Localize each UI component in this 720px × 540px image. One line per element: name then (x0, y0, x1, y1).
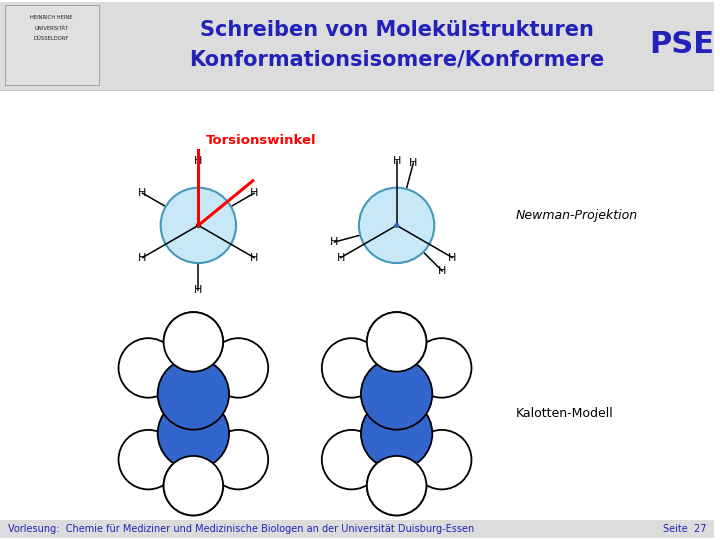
Text: Kalotten-Modell: Kalotten-Modell (516, 407, 613, 420)
Circle shape (158, 358, 229, 430)
Circle shape (196, 223, 201, 228)
Circle shape (367, 456, 426, 515)
Text: H: H (337, 253, 345, 262)
Circle shape (361, 398, 432, 469)
Circle shape (209, 338, 268, 397)
Circle shape (163, 312, 223, 372)
Circle shape (119, 338, 178, 397)
Text: DÜSSELDORF: DÜSSELDORF (34, 37, 69, 42)
Text: Seite  27: Seite 27 (662, 524, 706, 534)
Circle shape (412, 430, 472, 489)
Circle shape (367, 312, 426, 372)
Text: H: H (392, 156, 401, 166)
Text: H: H (250, 253, 258, 262)
FancyBboxPatch shape (5, 5, 99, 85)
Circle shape (367, 456, 426, 515)
Text: H: H (409, 158, 418, 168)
Text: Torsionswinkel: Torsionswinkel (206, 133, 317, 146)
Circle shape (163, 312, 223, 372)
Circle shape (163, 456, 223, 515)
Text: Konformationsisomere/Konformere: Konformationsisomere/Konformere (189, 50, 604, 70)
Circle shape (119, 430, 178, 489)
Text: H: H (449, 253, 456, 262)
Text: Vorlesung:  Chemie für Mediziner und Medizinische Biologen an der Universität Du: Vorlesung: Chemie für Mediziner und Medi… (8, 524, 474, 534)
Text: H: H (194, 156, 202, 166)
Text: HEINRICH HEINE: HEINRICH HEINE (30, 15, 73, 19)
Circle shape (367, 312, 426, 372)
Circle shape (163, 456, 223, 515)
Text: Newman-Projektion: Newman-Projektion (516, 209, 638, 222)
Circle shape (209, 430, 268, 489)
Circle shape (394, 223, 399, 228)
Text: PSE: PSE (649, 30, 715, 59)
Circle shape (412, 338, 472, 397)
Text: H: H (250, 188, 258, 198)
FancyBboxPatch shape (0, 2, 714, 90)
Text: H: H (138, 188, 147, 198)
FancyBboxPatch shape (0, 520, 714, 538)
Circle shape (322, 338, 382, 397)
Text: H: H (194, 285, 202, 295)
Circle shape (161, 188, 236, 263)
Circle shape (158, 398, 229, 469)
Circle shape (322, 430, 382, 489)
Text: UNIVERSITÄT: UNIVERSITÄT (35, 25, 68, 31)
Text: H: H (138, 253, 147, 262)
Text: H: H (438, 266, 446, 276)
Text: Schreiben von Molekülstrukturen: Schreiben von Molekülstrukturen (199, 20, 593, 40)
Text: H: H (330, 237, 338, 247)
Circle shape (359, 188, 434, 263)
Circle shape (361, 358, 432, 430)
